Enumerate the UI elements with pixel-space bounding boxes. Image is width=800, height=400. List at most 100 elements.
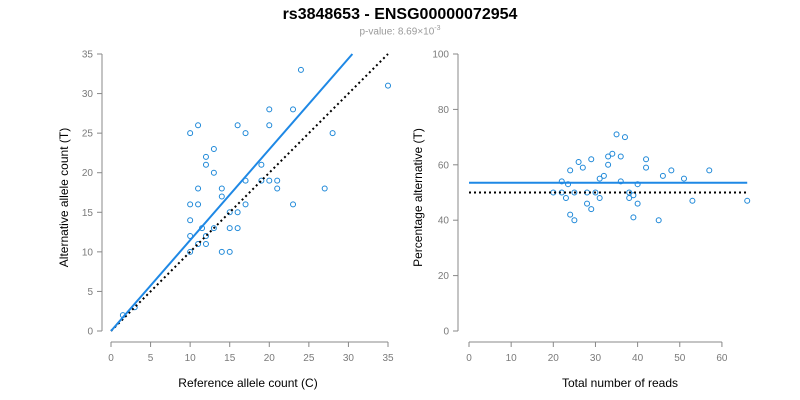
right-data-point bbox=[567, 211, 574, 218]
right-data-point bbox=[613, 131, 620, 138]
left-y-tick-label: 0 bbox=[87, 327, 93, 338]
right-data-point bbox=[588, 156, 595, 163]
left-data-point bbox=[202, 240, 209, 247]
left-y-axis-title: Alternative allele count (T) bbox=[57, 128, 71, 267]
left-data-point bbox=[187, 201, 194, 208]
left-data-point bbox=[218, 193, 225, 200]
left-x-tick-label: 35 bbox=[382, 353, 394, 364]
left-data-point bbox=[187, 217, 194, 224]
right-data-point bbox=[655, 217, 662, 224]
left-data-point bbox=[195, 201, 202, 208]
left-y-tick-label: 5 bbox=[87, 287, 93, 298]
right-data-point bbox=[558, 178, 565, 185]
left-data-point bbox=[258, 161, 265, 168]
right-data-point bbox=[659, 172, 666, 179]
p-value-exponent: -3 bbox=[434, 25, 441, 32]
left-data-point bbox=[297, 66, 304, 73]
left-data-point bbox=[266, 177, 273, 184]
right-x-tick-label: 20 bbox=[548, 353, 560, 364]
left-data-point bbox=[218, 248, 225, 255]
right-data-point bbox=[680, 175, 687, 182]
right-x-tick-label: 10 bbox=[506, 353, 518, 364]
left-x-axis-title: Reference allele count (C) bbox=[178, 376, 317, 390]
left-data-point bbox=[195, 240, 202, 247]
left-x-tick-label: 20 bbox=[264, 353, 276, 364]
right-data-point bbox=[626, 189, 633, 196]
right-data-point bbox=[567, 167, 574, 174]
right-y-tick-label: 100 bbox=[432, 50, 449, 61]
right-data-point bbox=[571, 189, 578, 196]
right-data-point bbox=[617, 153, 624, 160]
left-data-point bbox=[195, 185, 202, 192]
right-data-point bbox=[630, 214, 637, 221]
right-data-point bbox=[605, 153, 612, 160]
right-data-point bbox=[596, 175, 603, 182]
left-x-tick-label: 25 bbox=[303, 353, 315, 364]
left-data-point bbox=[210, 145, 217, 152]
right-x-tick-label: 50 bbox=[674, 353, 686, 364]
right-data-point bbox=[588, 206, 595, 213]
left-data-point bbox=[234, 225, 241, 232]
right-data-point bbox=[621, 134, 628, 141]
left-x-tick-label: 10 bbox=[185, 353, 197, 364]
left-data-point bbox=[218, 185, 225, 192]
left-x-tick-label: 5 bbox=[148, 353, 154, 364]
right-data-point bbox=[600, 172, 607, 179]
left-data-point bbox=[290, 201, 297, 208]
right-y-axis-title: Percentage alternative (T) bbox=[411, 128, 425, 267]
left-x-tick-label: 30 bbox=[343, 353, 355, 364]
right-data-point bbox=[643, 156, 650, 163]
left-data-point bbox=[187, 130, 194, 137]
left-data-point bbox=[321, 185, 328, 192]
left-data-point bbox=[234, 209, 241, 216]
left-data-point bbox=[210, 169, 217, 176]
left-data-point bbox=[210, 225, 217, 232]
right-data-point bbox=[571, 217, 578, 224]
left-data-point bbox=[385, 82, 391, 89]
left-data-point bbox=[242, 201, 249, 208]
right-y-tick-label: 40 bbox=[438, 216, 450, 227]
right-data-point bbox=[668, 167, 675, 174]
right-data-point bbox=[584, 200, 591, 207]
right-data-point bbox=[575, 159, 582, 166]
left-scatter-panel: 0 5 10 15 20 25 30 35 0 5 10 15 20 25 30 35 Reference al… bbox=[57, 50, 394, 391]
right-data-point bbox=[596, 195, 603, 202]
right-data-point bbox=[562, 195, 569, 202]
right-data-point bbox=[617, 178, 624, 185]
p-value-subtitle: p-value: 8.69×10-3 bbox=[0, 25, 800, 37]
left-data-point bbox=[242, 130, 249, 137]
left-y-tick-label: 10 bbox=[82, 247, 94, 258]
left-data-point bbox=[202, 153, 209, 160]
left-y-tick-label: 30 bbox=[82, 89, 94, 100]
left-data-point bbox=[202, 161, 209, 168]
left-y-tick-label: 15 bbox=[82, 208, 94, 219]
left-data-point bbox=[226, 225, 233, 232]
right-x-tick-label: 30 bbox=[590, 353, 602, 364]
right-data-point bbox=[706, 167, 713, 174]
left-y-tick-label: 20 bbox=[82, 168, 94, 179]
left-y-tick-label: 25 bbox=[82, 129, 94, 140]
right-y-tick-label: 20 bbox=[438, 271, 450, 282]
left-reference-line bbox=[110, 53, 389, 332]
p-value-base: ×10 bbox=[417, 26, 435, 38]
right-y-tick-label: 80 bbox=[438, 105, 450, 116]
left-data-point bbox=[329, 130, 336, 137]
left-data-point bbox=[266, 122, 273, 129]
right-data-point bbox=[744, 197, 751, 204]
left-data-point bbox=[202, 233, 209, 240]
right-data-point bbox=[643, 164, 650, 171]
right-data-point bbox=[605, 161, 612, 168]
right-data-point bbox=[579, 164, 586, 171]
right-x-tick-label: 60 bbox=[716, 353, 728, 364]
right-data-point bbox=[689, 197, 696, 204]
left-y-tick-label: 35 bbox=[82, 50, 94, 61]
left-data-point bbox=[258, 177, 265, 184]
right-data-point bbox=[626, 195, 633, 202]
left-data-point bbox=[290, 106, 297, 113]
right-y-tick-label: 60 bbox=[438, 160, 450, 171]
left-data-point bbox=[226, 248, 233, 255]
right-x-tick-label: 40 bbox=[632, 353, 644, 364]
right-data-point bbox=[609, 150, 616, 157]
left-data-point bbox=[266, 106, 273, 113]
